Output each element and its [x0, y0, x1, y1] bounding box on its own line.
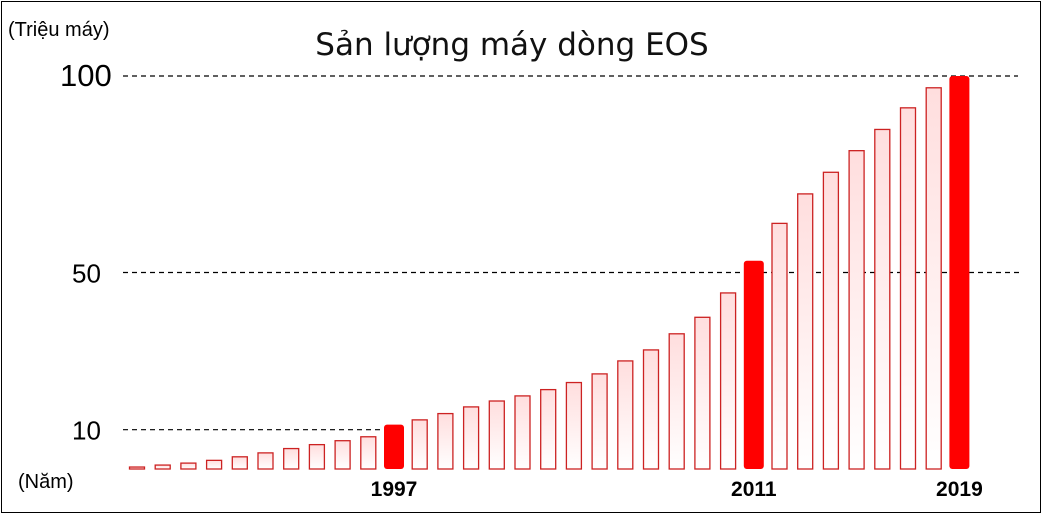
bar-1999 [437, 412, 454, 470]
y-tick-labels: 10 50 100 [60, 58, 112, 446]
chart-title: Sản lượng máy dòng EOS [315, 27, 708, 63]
bar-2009 [694, 316, 711, 470]
bar-2010 [719, 292, 737, 470]
bar-2015 [848, 150, 865, 470]
bars [128, 76, 970, 470]
x-tick-labels: 1997 2011 2019 [371, 478, 983, 501]
bar-2007 [642, 349, 660, 470]
bar-1992 [257, 452, 274, 470]
bar-2011 [743, 260, 764, 469]
bar-2018 [925, 87, 942, 470]
bar-2004 [565, 381, 583, 470]
x-axis-label: (Năm) [18, 471, 74, 493]
bar-2001 [488, 400, 505, 470]
bar-1988 [154, 464, 171, 470]
bar-2006 [617, 360, 634, 470]
bar-2000 [462, 406, 480, 470]
bar-1996 [360, 436, 377, 470]
bar-1998 [411, 419, 428, 470]
bar-2005 [591, 373, 608, 470]
bar-2019 [949, 76, 970, 469]
y-tick-label-10: 10 [72, 416, 101, 446]
bar-2012 [771, 222, 788, 470]
bar-2008 [668, 333, 685, 470]
x-tick-label-1997: 1997 [371, 478, 418, 501]
reference-lines [123, 75, 1020, 431]
y-axis-label: (Triệu máy) [8, 19, 109, 41]
bar-1997 [384, 424, 404, 469]
x-tick-label-2011: 2011 [731, 478, 777, 501]
bar-2016 [874, 128, 891, 470]
bar-2003 [540, 388, 557, 470]
bar-2013 [797, 193, 814, 470]
bar-2002 [514, 395, 531, 470]
bar-2014 [822, 171, 840, 470]
bar-1995 [334, 440, 351, 470]
bar-1993 [283, 447, 300, 470]
bar-1994 [308, 443, 326, 470]
x-tick-label-2019: 2019 [936, 478, 983, 501]
y-tick-label-100: 100 [60, 58, 112, 93]
bar-1987 [128, 466, 146, 470]
y-tick-label-50: 50 [72, 259, 101, 289]
bar-2017 [899, 107, 917, 470]
bar-1989 [180, 462, 197, 470]
bar-1991 [231, 456, 248, 470]
bar-1990 [205, 459, 223, 470]
